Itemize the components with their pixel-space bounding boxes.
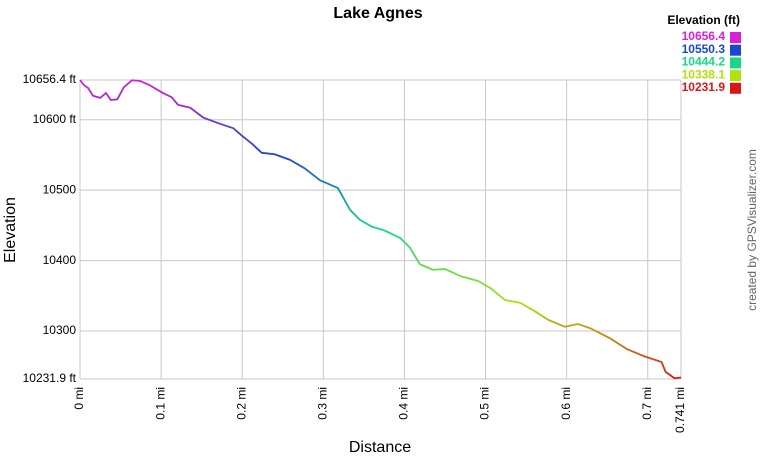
x-tick-label: 0.7 mi <box>640 387 654 420</box>
legend-swatch <box>730 44 741 56</box>
y-axis-label: Elevation <box>2 197 19 263</box>
y-tick-label: 10600 ft <box>33 112 77 126</box>
legend-swatch <box>730 82 741 94</box>
x-tick-label: 0.1 mi <box>153 387 167 420</box>
x-tick-label: 0.4 mi <box>397 387 411 420</box>
y-tick-label: 10300 <box>43 323 77 337</box>
legend-swatch <box>730 70 741 82</box>
y-tick-label: 10656.4 ft <box>23 72 77 86</box>
x-tick-label: 0.6 mi <box>559 387 573 420</box>
x-tick-label: 0.2 mi <box>234 387 248 420</box>
x-tick-label: 0.3 mi <box>315 387 329 420</box>
legend-title: Elevation (ft) <box>667 13 740 27</box>
legend-label: 10338.1 <box>682 67 726 81</box>
x-tick-label: 0.5 mi <box>478 387 492 420</box>
legend-label: 10231.9 <box>682 80 726 94</box>
elevation-line <box>79 79 682 380</box>
y-tick-label: 10231.9 ft <box>23 371 77 385</box>
credit: created by GPSVisualizer.com <box>745 149 759 311</box>
legend-swatch <box>730 32 741 43</box>
legend-label: 10656.4 <box>682 29 726 43</box>
chart-title: Lake Agnes <box>333 5 422 22</box>
x-tick-label: 0 mi <box>72 387 86 410</box>
legend-label: 10444.2 <box>682 55 726 69</box>
x-tick-label: 0.741 mi <box>673 387 687 433</box>
x-axis-label: Distance <box>349 439 411 456</box>
legend-label: 10550.3 <box>682 42 726 56</box>
legend-swatch <box>730 57 741 69</box>
y-tick-label: 10500 <box>43 182 77 196</box>
y-tick-label: 10400 <box>43 253 77 267</box>
